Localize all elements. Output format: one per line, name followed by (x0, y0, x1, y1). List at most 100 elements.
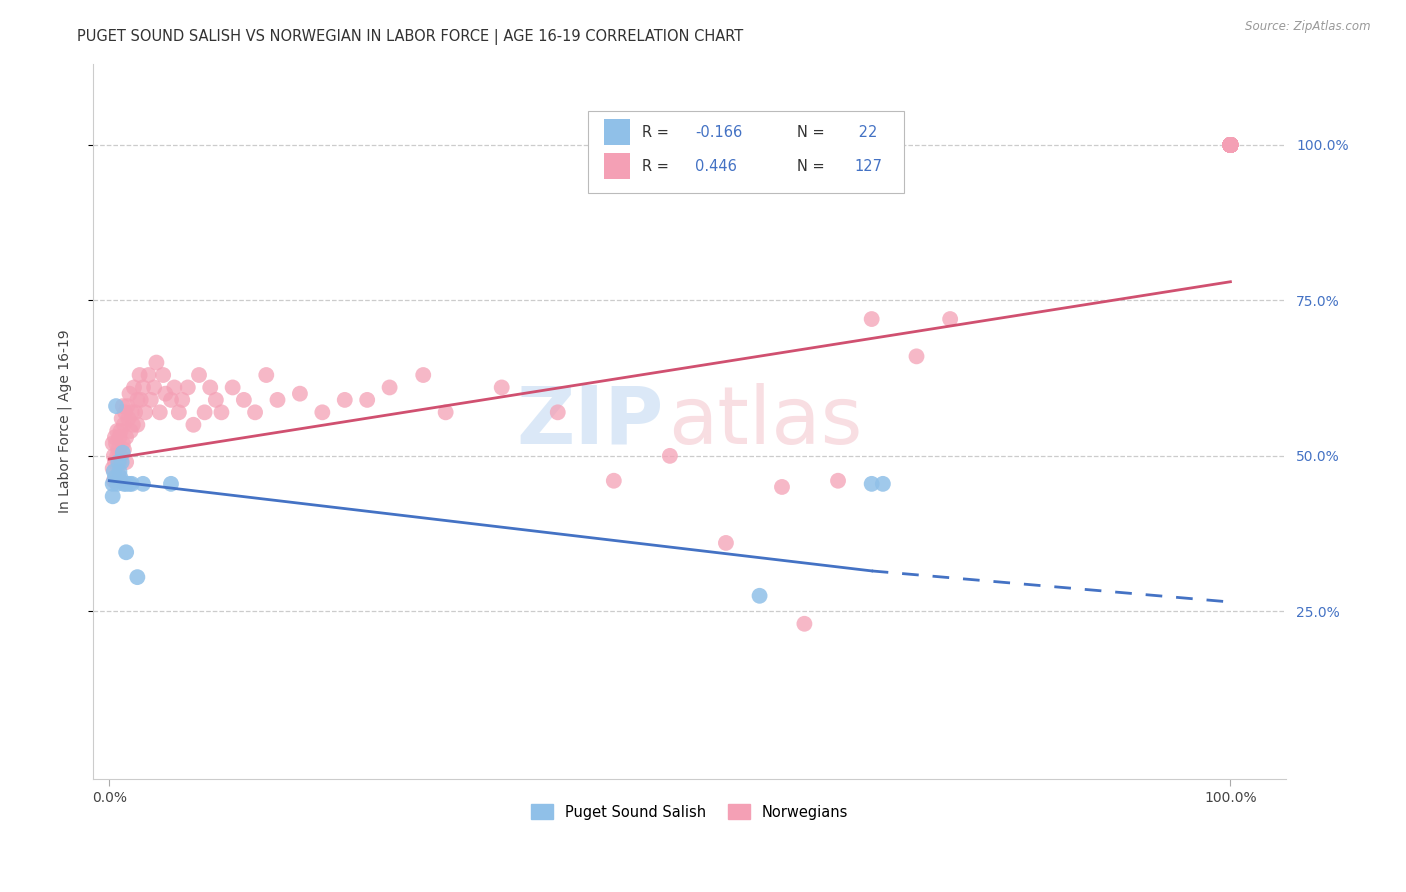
Point (194, 405, 217, 419)
Point (1219, 137, 1241, 152)
Point (1219, 137, 1241, 152)
Point (183, 417, 205, 432)
Point (117, 399, 139, 413)
Point (105, 399, 128, 413)
Point (118, 476, 141, 491)
Point (200, 380, 222, 394)
Point (160, 392, 183, 407)
Point (105, 449, 128, 463)
Point (1219, 137, 1241, 152)
Point (412, 368, 434, 382)
Point (152, 368, 174, 382)
Point (1219, 137, 1241, 152)
Point (1219, 137, 1241, 152)
Point (1219, 137, 1241, 152)
Point (111, 411, 134, 425)
Text: R =: R = (641, 125, 673, 139)
Point (115, 545, 138, 559)
Point (120, 424, 142, 438)
Point (101, 436, 124, 450)
Point (1219, 137, 1241, 152)
Legend: Puget Sound Salish, Norwegians: Puget Sound Salish, Norwegians (526, 798, 853, 826)
Point (1219, 137, 1241, 152)
Point (770, 480, 793, 494)
Point (107, 442, 129, 457)
Point (1219, 137, 1241, 152)
Point (1219, 137, 1241, 152)
Point (105, 476, 128, 491)
Point (112, 476, 135, 491)
Point (103, 474, 125, 488)
Point (111, 399, 134, 413)
Text: 127: 127 (855, 159, 882, 174)
Text: 0.446: 0.446 (696, 159, 737, 174)
Point (1219, 137, 1241, 152)
Point (1219, 137, 1241, 152)
Point (132, 476, 155, 491)
Point (145, 355, 167, 369)
Point (177, 380, 200, 394)
Point (311, 405, 333, 419)
Point (434, 405, 457, 419)
Point (105, 436, 128, 450)
Point (1219, 137, 1241, 152)
Point (1219, 137, 1241, 152)
Text: -0.166: -0.166 (696, 125, 742, 139)
Text: Source: ZipAtlas.com: Source: ZipAtlas.com (1246, 20, 1371, 33)
Point (1219, 137, 1241, 152)
Text: R =: R = (641, 159, 673, 174)
Point (1219, 137, 1241, 152)
Point (111, 455, 134, 469)
Point (104, 455, 127, 469)
Point (1219, 137, 1241, 152)
Point (1219, 137, 1241, 152)
Y-axis label: In Labor Force | Age 16-19: In Labor Force | Age 16-19 (58, 330, 72, 514)
Point (122, 417, 145, 432)
Point (115, 455, 138, 469)
Point (1219, 137, 1241, 152)
Point (118, 386, 141, 401)
Point (1219, 137, 1241, 152)
Point (104, 474, 127, 488)
Point (1219, 137, 1241, 152)
Point (748, 589, 770, 603)
Point (104, 430, 127, 444)
Point (104, 470, 127, 484)
Point (1219, 137, 1241, 152)
Point (793, 616, 815, 631)
Point (243, 405, 266, 419)
FancyBboxPatch shape (588, 111, 904, 193)
Text: PUGET SOUND SALISH VS NORWEGIAN IN LABOR FORCE | AGE 16-19 CORRELATION CHART: PUGET SOUND SALISH VS NORWEGIAN IN LABOR… (77, 29, 744, 45)
Point (112, 442, 135, 457)
Point (172, 392, 194, 407)
Point (1219, 137, 1241, 152)
Point (101, 489, 124, 503)
Point (115, 476, 138, 491)
Point (603, 474, 626, 488)
Point (714, 536, 737, 550)
Point (547, 405, 569, 419)
Point (105, 424, 128, 438)
Point (254, 368, 277, 382)
Point (127, 417, 149, 432)
Point (1219, 137, 1241, 152)
Point (356, 392, 378, 407)
Point (107, 455, 129, 469)
Point (163, 380, 186, 394)
Point (1219, 137, 1241, 152)
Point (110, 470, 132, 484)
Bar (603, 153, 630, 179)
Point (1219, 137, 1241, 152)
Point (658, 449, 681, 463)
Text: atlas: atlas (668, 383, 862, 460)
Point (1219, 137, 1241, 152)
Point (103, 449, 125, 463)
Point (108, 455, 131, 469)
Point (939, 312, 962, 326)
Point (111, 436, 134, 450)
Point (121, 405, 143, 419)
Point (134, 405, 156, 419)
Point (1219, 137, 1241, 152)
Point (266, 392, 288, 407)
Point (101, 461, 124, 475)
